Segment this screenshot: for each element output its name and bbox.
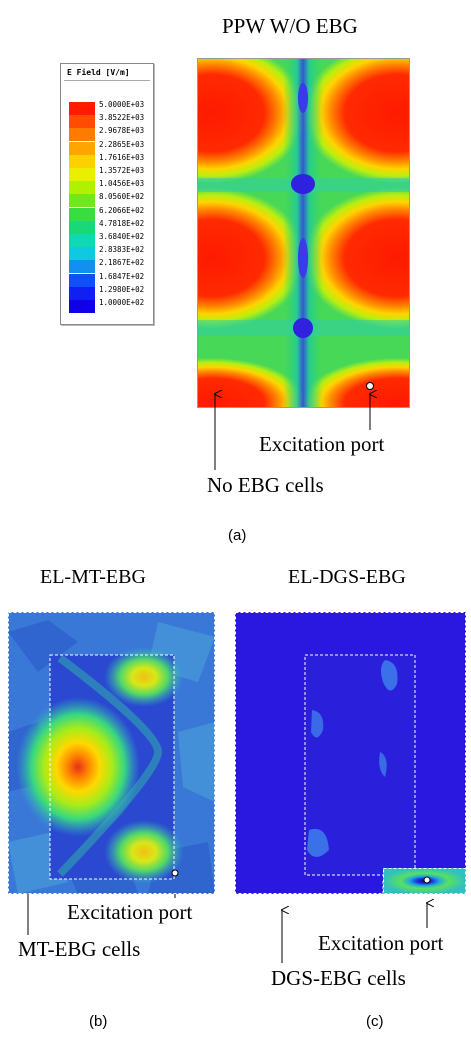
caption-b: (b) (89, 1013, 108, 1030)
no-ebg-cells-label: No EBG cells (207, 473, 324, 497)
legend-tick-label: 2.2865E+03 (99, 139, 145, 149)
legend-swatch (69, 194, 95, 208)
legend-swatch (69, 286, 95, 300)
legend-swatch (69, 168, 95, 181)
legend-tick-label: 2.8383E+02 (99, 245, 145, 255)
legend-tick-label: 3.8522E+03 (99, 113, 145, 123)
legend-tick-label: 1.2980E+02 (99, 284, 145, 294)
panel-a-title: PPW W/O EBG (222, 14, 358, 38)
excitation-port-label-b: Excitation port (67, 900, 193, 924)
legend-swatch (69, 260, 95, 274)
legend-swatch (69, 128, 95, 142)
legend-swatch (69, 273, 95, 287)
legend-swatch (69, 102, 95, 115)
legend-swatch (69, 247, 95, 261)
excitation-port-label-a: Excitation port (259, 432, 385, 456)
panel-c-title: EL-DGS-EBG (288, 566, 406, 588)
legend-tick-label: 4.7818E+02 (99, 218, 145, 228)
color-legend: E Field [V/m] 5.0000E+03 3.8522E+03 2.9678… (60, 63, 154, 325)
legend-swatch (69, 154, 95, 168)
legend-tick-label: 1.3572E+03 (99, 166, 145, 175)
legend-title: E Field [V/m] (67, 68, 130, 77)
legend-tick-label: 1.6847E+02 (99, 271, 145, 281)
legend-divider (64, 80, 150, 81)
port-cell-field (383, 868, 466, 894)
legend-tick-label: 6.2066E+02 (99, 205, 145, 215)
legend-tick-label: 1.0000E+02 (99, 298, 145, 307)
legend-swatch (69, 141, 95, 155)
excitation-port-label-c: Excitation port (318, 931, 444, 955)
legend-tick-label: 1.7616E+03 (99, 152, 145, 162)
legend-swatch (69, 207, 95, 221)
legend-tick-label: 5.0000E+03 (99, 100, 145, 109)
field-map-dgs-ebg (235, 612, 466, 894)
caption-c: (c) (366, 1013, 384, 1030)
legend-tick-label: 2.1867E+02 (99, 258, 145, 268)
field-map-no-ebg (197, 58, 410, 408)
legend-swatch (69, 115, 95, 129)
legend-swatch (69, 220, 95, 234)
panel-b-title: EL-MT-EBG (40, 566, 146, 588)
legend-swatch (69, 234, 95, 247)
legend-swatch (69, 300, 95, 313)
mt-ebg-cells-label: MT-EBG cells (18, 937, 141, 961)
caption-a: (a) (228, 527, 247, 544)
legend-tick-label: 8.0560E+02 (99, 192, 145, 202)
legend-tick-label: 2.9678E+03 (99, 126, 145, 136)
legend-tick-label: 1.0456E+03 (99, 179, 145, 189)
legend-tick-label: 3.6840E+02 (99, 232, 145, 241)
legend-swatch (69, 181, 95, 195)
dgs-ebg-cells-label: DGS-EBG cells (271, 966, 406, 990)
field-map-mt-ebg (8, 612, 215, 894)
